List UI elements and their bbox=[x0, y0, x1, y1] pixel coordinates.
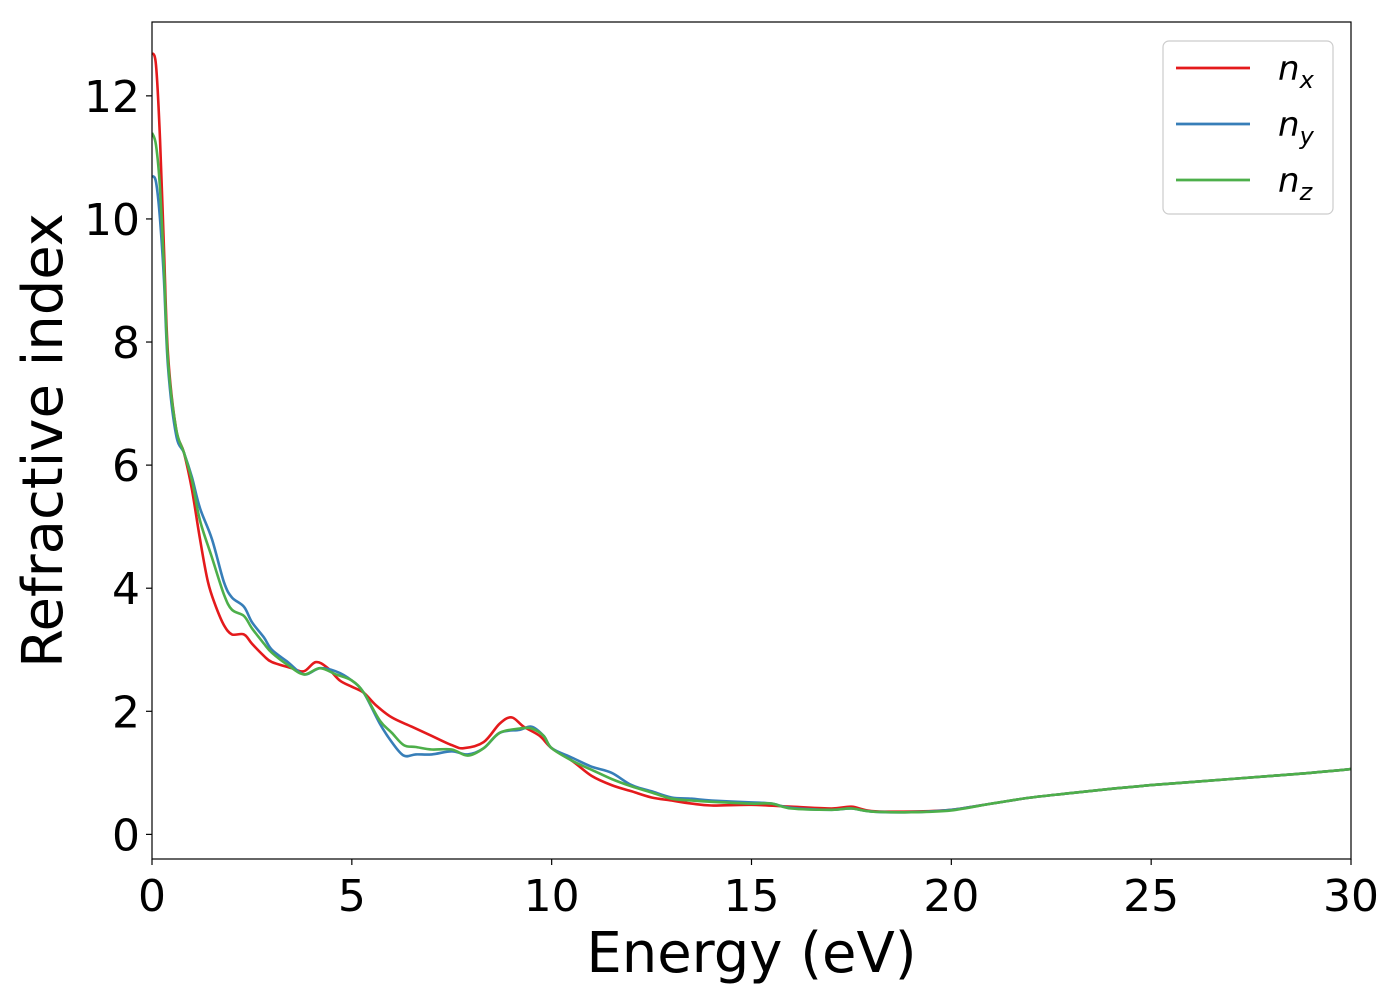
x-axis: 0 5 10 15 20 25 30 bbox=[138, 859, 1379, 922]
legend-frame bbox=[1162, 40, 1334, 215]
x-tick-label: 25 bbox=[1123, 871, 1179, 922]
legend-label: nz bbox=[1278, 161, 1314, 206]
y-tick-label: 4 bbox=[112, 564, 140, 615]
legend-label: ny bbox=[1278, 105, 1315, 150]
y-tick-label: 6 bbox=[112, 441, 140, 492]
y-tick-label: 10 bbox=[84, 195, 140, 246]
y-axis-label: Refractive index bbox=[11, 213, 76, 668]
y-tick-label: 2 bbox=[112, 687, 140, 738]
x-tick-label: 20 bbox=[923, 871, 979, 922]
legend-label: nx bbox=[1278, 49, 1315, 94]
legend-entry-ny: ny bbox=[1176, 105, 1315, 150]
x-tick-label: 0 bbox=[138, 871, 166, 922]
x-tick-label: 5 bbox=[338, 871, 366, 922]
series-line-ny bbox=[152, 174, 1351, 814]
legend-entry-nz: nz bbox=[1176, 161, 1314, 206]
y-axis: 0 2 4 6 8 10 12 bbox=[84, 72, 152, 861]
x-axis-label: Energy (eV) bbox=[586, 921, 916, 986]
y-tick-label: 8 bbox=[112, 318, 140, 369]
legend: nx ny nz bbox=[1162, 40, 1334, 215]
x-tick-label: 15 bbox=[724, 871, 780, 922]
y-tick-label: 12 bbox=[84, 72, 140, 123]
x-tick-label: 10 bbox=[524, 871, 580, 922]
legend-entry-nx: nx bbox=[1176, 49, 1315, 94]
series-line-nz bbox=[152, 132, 1351, 814]
series-layer bbox=[152, 52, 1351, 814]
x-tick-label: 30 bbox=[1323, 871, 1379, 922]
y-tick-label: 0 bbox=[112, 810, 140, 861]
